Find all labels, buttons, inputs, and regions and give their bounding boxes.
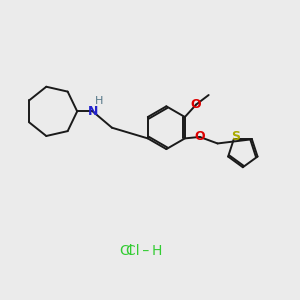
Text: H: H bbox=[95, 96, 103, 106]
Text: O: O bbox=[191, 98, 202, 111]
Text: Cl – H: Cl – H bbox=[126, 244, 162, 258]
Text: N: N bbox=[87, 105, 98, 118]
Text: Cl: Cl bbox=[119, 244, 133, 258]
Text: S: S bbox=[231, 130, 240, 143]
Text: O: O bbox=[194, 130, 205, 143]
